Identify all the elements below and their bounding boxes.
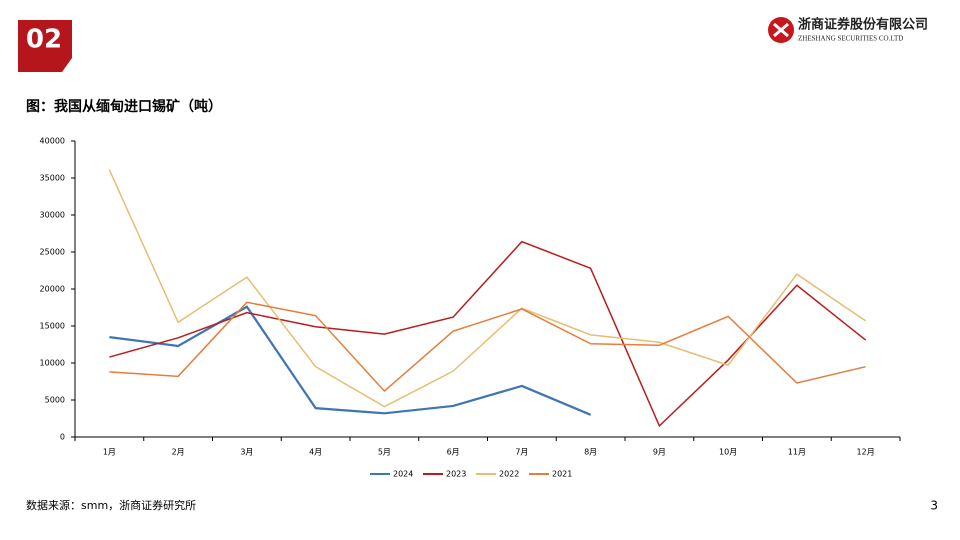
series-line xyxy=(109,240,867,428)
series-line xyxy=(108,169,867,408)
x-tick-label: 5月 xyxy=(378,448,391,457)
y-tick-label: 40000 xyxy=(40,137,65,146)
logo-mark xyxy=(773,22,789,38)
legend-label: 2024 xyxy=(393,470,413,479)
x-tick-label: 1月 xyxy=(103,448,116,457)
x-tick-label: 8月 xyxy=(584,448,597,457)
y-tick-label: 20000 xyxy=(40,285,65,294)
x-tick-label: 3月 xyxy=(240,448,253,457)
y-tick-label: 15000 xyxy=(40,322,65,331)
series-line xyxy=(109,305,592,416)
x-tick-label: 2月 xyxy=(172,448,185,457)
x-tick-label: 9月 xyxy=(653,448,666,457)
x-tick-label: 12月 xyxy=(857,448,875,457)
chart-title: 图：我国从缅甸进口锡矿（吨） xyxy=(26,98,222,115)
x-tick-label: 4月 xyxy=(309,448,322,457)
x-tick-label: 10月 xyxy=(719,448,737,457)
logo-name: 浙商证券股份有限公司 xyxy=(798,17,928,33)
y-tick-label: 30000 xyxy=(40,211,65,220)
badge-bg xyxy=(18,20,72,72)
series-line xyxy=(109,301,866,393)
y-tick-label: 25000 xyxy=(40,248,65,257)
badge: 02 xyxy=(26,25,62,55)
legend-label: 2021 xyxy=(552,470,572,479)
y-tick-label: 5000 xyxy=(45,396,65,405)
x-tick-label: 7月 xyxy=(515,448,528,457)
x-tick-label: 6月 xyxy=(447,448,460,457)
y-tick-label: 0 xyxy=(60,433,65,442)
y-tick-label: 10000 xyxy=(40,359,65,368)
logo-name-en: ZHESHANG SECURITIES CO.LTD xyxy=(798,35,903,43)
x-tick-label: 11月 xyxy=(788,448,806,457)
page-number: 3 xyxy=(930,499,938,513)
legend-label: 2023 xyxy=(446,470,466,479)
legend-label: 2022 xyxy=(499,470,519,479)
y-tick-label: 35000 xyxy=(40,174,65,183)
source: 数据来源：smm，浙商证券研究所 xyxy=(26,498,196,512)
